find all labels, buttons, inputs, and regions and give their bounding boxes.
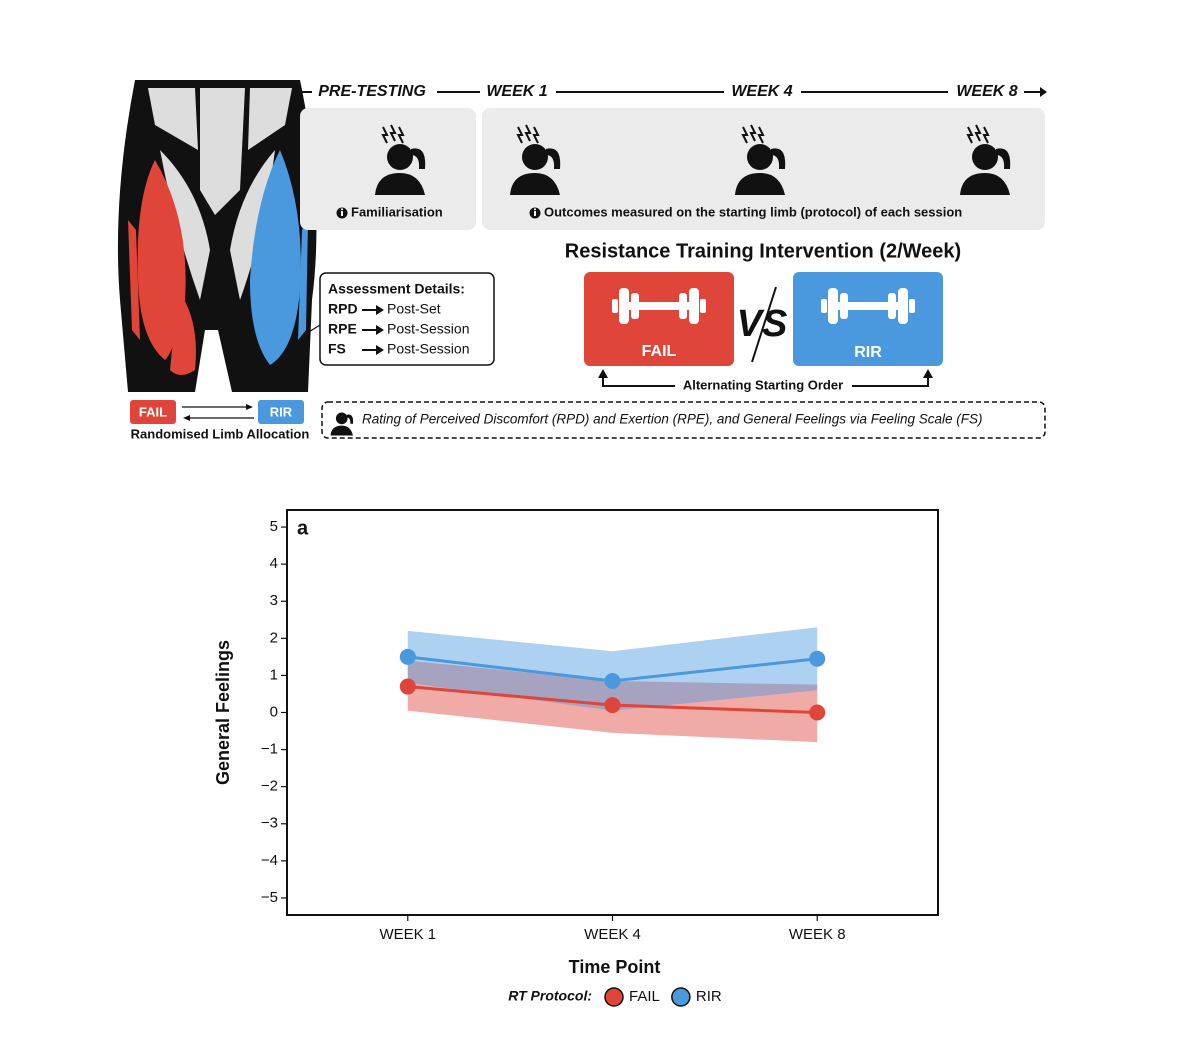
info-icons bbox=[336, 207, 541, 219]
legend-marker bbox=[604, 987, 624, 1007]
vs-slash bbox=[751, 286, 777, 363]
timing: Post-Set bbox=[387, 301, 441, 317]
legend-label: FAIL bbox=[629, 988, 660, 1005]
vs-label: VS bbox=[737, 303, 788, 345]
point bbox=[604, 697, 621, 714]
order-bracket bbox=[602, 376, 929, 387]
timeline-label: PRE-TESTING bbox=[318, 83, 426, 100]
y-tick-label: 5 bbox=[270, 518, 278, 535]
intervention-title: Resistance Training Intervention (2/Week… bbox=[565, 240, 961, 262]
x-tick-label: WEEK 1 bbox=[379, 926, 436, 943]
timeline-label: WEEK 8 bbox=[956, 83, 1017, 100]
person-icons bbox=[375, 124, 1011, 195]
fail-label: FAIL bbox=[642, 343, 677, 360]
rir-label: RIR bbox=[854, 344, 882, 361]
y-tick-label: −3 bbox=[261, 815, 278, 832]
point bbox=[399, 648, 416, 665]
legend-marker bbox=[671, 987, 691, 1007]
ci-band bbox=[407, 627, 818, 711]
point bbox=[399, 678, 416, 695]
assessment-title: Assessment Details: bbox=[328, 281, 465, 297]
y-tick-label: −1 bbox=[261, 741, 278, 758]
point bbox=[809, 650, 826, 667]
limb-fail-tag bbox=[130, 400, 176, 424]
timeline: PRE-TESTING WEEK 1 WEEK 4 WEEK 8 bbox=[300, 83, 1047, 100]
legs-figure bbox=[117, 80, 317, 392]
chart: −5 −4 −3 −2 −1 0 1 2 3 4 5 WEEK 1 WEEK 4 WEEK 8 a Time … bbox=[213, 509, 939, 1007]
timing: Post-Session bbox=[387, 321, 469, 337]
limb-rir: RIR bbox=[270, 404, 293, 419]
y-tick-label: −2 bbox=[261, 778, 278, 795]
limb-fail: FAIL bbox=[139, 404, 167, 419]
point bbox=[604, 672, 621, 689]
rating-note: Rating of Perceived Discomfort (RPD) and… bbox=[362, 412, 983, 427]
y-tick-label: 1 bbox=[270, 666, 278, 683]
timing: Post-Session bbox=[387, 341, 469, 357]
pretest-box bbox=[300, 108, 476, 230]
pretest-note: Familiarisation bbox=[351, 204, 443, 219]
connector bbox=[303, 324, 321, 336]
x-axis-label: Time Point bbox=[569, 957, 661, 977]
y-tick-label: 2 bbox=[270, 629, 278, 646]
measure: RPD bbox=[328, 301, 358, 317]
y-tick-label: 3 bbox=[270, 592, 278, 609]
order-note: Alternating Starting Order bbox=[683, 377, 843, 392]
swap-arrows bbox=[182, 406, 254, 419]
x-tick-label: WEEK 4 bbox=[584, 926, 641, 943]
y-tick-label: 4 bbox=[270, 555, 278, 572]
y-axis-label: General Feelings bbox=[213, 640, 233, 785]
measure: RPE bbox=[328, 321, 357, 337]
legend-title: RT Protocol: bbox=[508, 988, 592, 1004]
panel-label: a bbox=[297, 517, 309, 539]
plot-frame bbox=[286, 509, 939, 916]
assessment-box bbox=[319, 272, 495, 366]
swap-heads bbox=[183, 404, 253, 421]
dumbbells bbox=[612, 288, 915, 324]
x-tick-label: WEEK 8 bbox=[789, 926, 846, 943]
y-tick-label: −5 bbox=[261, 889, 278, 906]
outcomes-note: Outcomes measured on the starting limb (… bbox=[544, 204, 962, 219]
y-tick-label: −4 bbox=[261, 852, 278, 869]
point bbox=[809, 704, 826, 721]
measure: FS bbox=[328, 341, 346, 357]
limb-note: Randomised Limb Allocation bbox=[131, 426, 310, 441]
legend-label: RIR bbox=[696, 988, 722, 1005]
rating-icon bbox=[330, 412, 354, 436]
timeline-label: WEEK 4 bbox=[731, 83, 792, 100]
rating-box bbox=[321, 401, 1046, 439]
timeline-label: WEEK 1 bbox=[486, 83, 547, 100]
y-tick-label: 0 bbox=[270, 703, 278, 720]
limb-rir-tag bbox=[258, 400, 304, 424]
assessment-rows: RPD Post-Set RPE Post-Session FS Post-Se… bbox=[328, 301, 469, 357]
